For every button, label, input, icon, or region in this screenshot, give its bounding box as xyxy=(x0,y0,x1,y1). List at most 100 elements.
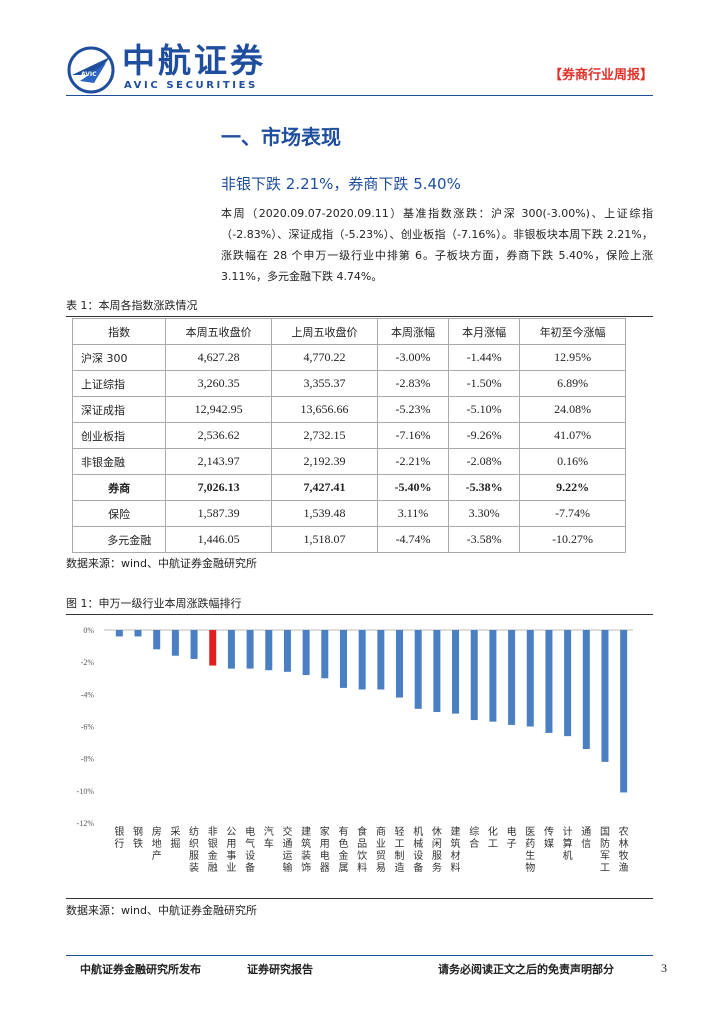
table-cell: -1.44% xyxy=(448,344,521,371)
table-row: 上证综指 3,260.35 3,355.37 -2.83% -1.50% 6.8… xyxy=(71,370,626,397)
table-header: 本月涨幅 xyxy=(448,318,521,345)
x-category-label: 国防军工 xyxy=(600,826,610,874)
y-tick-label: -6% xyxy=(81,723,95,732)
table-row: 深证成指 12,942.95 13,656.66 -5.23% -5.10% 2… xyxy=(71,396,626,423)
section-title: 一、市场表现 xyxy=(221,125,341,149)
table-cell: 多元金融 xyxy=(71,526,167,553)
table-row: 多元金融 1,446.05 1,518.07 -4.74% -3.58% -10… xyxy=(71,526,626,553)
y-tick-label: -4% xyxy=(81,690,95,699)
x-category-label: 休闲服务 xyxy=(432,826,442,874)
y-tick-label: -12% xyxy=(77,819,95,828)
table-cell: 1,587.39 xyxy=(165,500,273,527)
table-cell: 创业板指 xyxy=(71,422,167,449)
table-cell: -7.74% xyxy=(519,500,626,527)
table-cell: 13,656.66 xyxy=(271,396,378,423)
table-cell: -5.23% xyxy=(376,396,450,423)
bar-纺织服装 xyxy=(190,630,198,659)
y-tick-label: -8% xyxy=(81,755,95,764)
table-cell: 2,192.39 xyxy=(271,448,378,475)
table-top-rule xyxy=(66,316,653,317)
bar-农林牧渔 xyxy=(620,630,628,793)
table-cell: 6.89% xyxy=(519,370,626,397)
table-header: 年初至今涨幅 xyxy=(519,318,626,345)
bar-轻工制造 xyxy=(396,630,404,698)
x-category-label: 计算机 xyxy=(563,825,573,862)
bar-家用电器 xyxy=(321,630,329,679)
avic-logo-icon: AVIC xyxy=(67,46,115,94)
table-cell: 3.11% xyxy=(376,500,450,527)
industry-weekly-change-chart: 0% -2% -4% -6% -8% -10% -12% 银行钢铁房地产采掘纺织服装非银金融公… xyxy=(77,626,633,874)
company-logo-text: 中航证券 xyxy=(122,41,266,80)
header-divider xyxy=(66,95,653,96)
table-cell: 1,446.05 xyxy=(165,526,273,553)
x-category-label: 有色金属 xyxy=(338,825,348,874)
table-cell: 7,427.41 xyxy=(271,474,378,501)
bar-医药生物 xyxy=(526,630,534,727)
table-header: 指数 xyxy=(71,318,167,345)
table-cell: 4,770.22 xyxy=(271,344,378,371)
bar-公用事业 xyxy=(227,630,235,669)
x-category-label: 医药生物 xyxy=(525,826,535,874)
table-caption: 表 1：本周各指数涨跌情况 xyxy=(66,299,198,312)
table-cell: 3,260.35 xyxy=(165,370,273,397)
bar-电气设备 xyxy=(246,630,254,669)
avic-emblem-text: AVIC xyxy=(81,71,97,78)
table-header: 本周五收盘价 xyxy=(165,318,273,345)
x-category-label: 纺织服装 xyxy=(189,825,199,874)
figure-top-rule xyxy=(66,614,653,615)
bar-国防军工 xyxy=(601,630,609,762)
x-category-label: 家用电器 xyxy=(320,825,330,874)
bar-电子 xyxy=(508,630,516,725)
table-cell: 1,539.48 xyxy=(271,500,378,527)
x-category-label: 汽车 xyxy=(264,825,274,850)
index-performance-table: 指数 本周五收盘价 上周五收盘价 本周涨幅 本月涨幅 年初至今涨幅 沪深 300… xyxy=(71,318,626,553)
table-header: 上周五收盘价 xyxy=(271,318,378,345)
x-category-label: 建筑材料 xyxy=(451,825,461,874)
table-cell: 3,355.37 xyxy=(271,370,378,397)
table-row: 保险 1,587.39 1,539.48 3.11% 3.30% -7.74% xyxy=(71,500,626,527)
x-category-label: 化工 xyxy=(488,825,498,850)
figure-caption: 图 1：申万一级行业本周涨跌幅排行 xyxy=(66,597,242,610)
table-cell: 41.07% xyxy=(519,422,626,449)
bar-休闲服务 xyxy=(433,630,441,713)
bar-房地产 xyxy=(153,630,161,650)
footer-disclaimer: 请务必阅读正文之后的免责声明部分 xyxy=(438,963,614,976)
footer-publisher: 中航证券金融研究所发布 xyxy=(80,963,201,976)
table-cell: -5.40% xyxy=(376,474,450,501)
table-cell: 上证综指 xyxy=(71,370,167,397)
footer-report-type: 证券研究报告 xyxy=(247,963,313,976)
table-cell: 7,026.13 xyxy=(165,474,273,501)
x-category-label: 电气设备 xyxy=(245,825,255,874)
table-cell: 1,518.07 xyxy=(271,526,378,553)
table-cell: 0.16% xyxy=(519,448,626,475)
bar-食品饮料 xyxy=(358,630,366,690)
x-category-label: 交通运输 xyxy=(282,825,292,874)
x-category-label: 机械设备 xyxy=(413,825,423,874)
table-cell: 4,627.28 xyxy=(165,344,273,371)
bar-综合 xyxy=(470,630,478,721)
x-category-label: 传媒 xyxy=(544,826,554,850)
bar-传媒 xyxy=(545,630,553,733)
table-cell: -3.00% xyxy=(376,344,450,371)
x-category-label: 综合 xyxy=(469,825,479,850)
market-summary-paragraph: 本周（2020.09.07-2020.09.11）基准指数涨跌：沪深 300(-… xyxy=(221,207,653,283)
table-cell: 券商 xyxy=(71,474,167,501)
table-cell: -3.58% xyxy=(448,526,521,553)
bar-计算机 xyxy=(564,630,572,737)
table-cell: -10.27% xyxy=(519,526,626,553)
y-tick-label: -2% xyxy=(81,658,95,667)
table-cell: 24.08% xyxy=(519,396,626,423)
table-cell: 3.30% xyxy=(448,500,521,527)
table-cell: -7.16% xyxy=(376,422,450,449)
table-cell: 2,732.15 xyxy=(271,422,378,449)
bar-商业贸易 xyxy=(377,630,385,690)
bar-非银金融 xyxy=(209,630,217,666)
table-header-row: 指数 本周五收盘价 上周五收盘价 本周涨幅 本月涨幅 年初至今涨幅 xyxy=(71,318,626,345)
table-cell: 深证成指 xyxy=(71,396,167,423)
table-source-note: 数据来源：wind、中航证券金融研究所 xyxy=(66,557,258,570)
table-cell: -5.10% xyxy=(448,396,521,423)
bar-建筑材料 xyxy=(452,630,460,714)
bar-采掘 xyxy=(171,630,179,656)
x-category-label: 商业贸易 xyxy=(376,825,386,874)
figure-source-note: 数据来源：wind、中航证券金融研究所 xyxy=(66,904,258,917)
